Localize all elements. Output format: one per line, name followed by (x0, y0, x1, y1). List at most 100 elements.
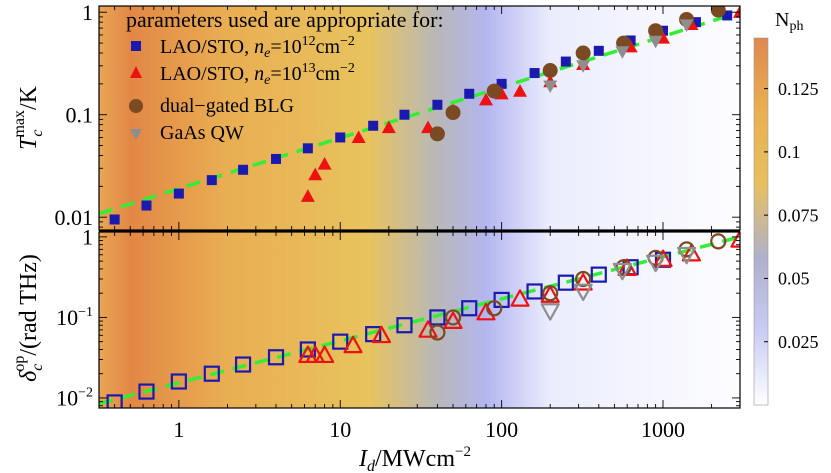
top-point-lao-sto-n-e-10-13-cm-2 (300, 189, 315, 202)
top-point-lao-sto-n-e-10-12-cm-2 (722, 10, 733, 21)
colorbar-tick-label: 0.125 (778, 79, 819, 99)
bottom-point-lao-sto-n-e-10-12-cm-2 (590, 266, 607, 283)
top-point-dual-gated-blg (710, 6, 726, 18)
top-point-lao-sto-n-e-10-12-cm-2 (496, 78, 507, 89)
colorbar-tick-label: 0.05 (778, 269, 810, 289)
bottom-point-lao-sto-n-e-10-13-cm-2 (371, 325, 392, 344)
top-y-tick-labels: 0.01 0.1 1 (55, 0, 94, 230)
bottom-point-dual-gated-blg (444, 309, 462, 326)
x-axis-label: Id/MWcm−2 (358, 444, 471, 473)
top-point-gaas-qw (615, 46, 630, 59)
x-tick-label-2: 100 (485, 417, 518, 442)
bottom-fit-dashed-line (99, 235, 740, 406)
x-tick-label-0: 1 (173, 417, 184, 442)
colorbar: 0.025 0.05 0.075 0.1 0.125 Nph (753, 9, 819, 406)
bottom-point-gaas-qw (646, 254, 666, 273)
top-point-lao-sto-n-e-10-12-cm-2 (432, 99, 443, 110)
legend-marker-lao-sto-13 (130, 66, 142, 78)
legend-entry-gaas: GaAs QW (160, 122, 244, 144)
top-point-lao-sto-n-e-10-13-cm-2 (308, 167, 323, 181)
top-point-lao-sto-n-e-10-12-cm-2 (399, 109, 410, 120)
bottom-point-dual-gated-blg (429, 324, 446, 341)
top-point-lao-sto-n-e-10-12-cm-2 (560, 56, 571, 67)
bottom-point-lao-sto-n-e-10-12-cm-2 (557, 274, 574, 291)
top-point-lao-sto-n-e-10-12-cm-2 (141, 200, 152, 211)
top-point-lao-sto-n-e-10-13-cm-2 (351, 130, 366, 144)
top-point-dual-gated-blg (429, 126, 445, 142)
bottom-y-axis-label: δcop/(rad THz) (11, 254, 46, 382)
bottom-point-lao-sto-n-e-10-13-cm-2 (681, 244, 702, 262)
top-point-lao-sto-n-e-10-12-cm-2 (690, 17, 701, 28)
bottom-point-gaas-qw (573, 283, 593, 302)
bottom-point-gaas-qw (540, 303, 560, 321)
top-point-dual-gated-blg (542, 62, 558, 78)
top-point-gaas-qw (543, 80, 558, 94)
bottom-point-lao-sto-n-e-10-13-cm-2 (343, 335, 363, 354)
bottom-point-lao-sto-n-e-10-12-cm-2 (138, 383, 155, 400)
axis-ticks (99, 6, 741, 408)
top-point-gaas-qw (679, 19, 694, 33)
top-markers (109, 6, 740, 225)
bottom-point-lao-sto-n-e-10-12-cm-2 (396, 317, 413, 334)
bottom-point-dual-gated-blg (542, 285, 559, 302)
top-point-lao-sto-n-e-10-12-cm-2 (238, 164, 249, 175)
legend-title: parameters used are appropriate for: (126, 7, 444, 32)
bottom-point-lao-sto-n-e-10-13-cm-2 (443, 311, 463, 329)
legend: parameters used are appropriate for: LAO… (126, 7, 444, 144)
top-point-lao-sto-n-e-10-13-cm-2 (317, 157, 332, 170)
colorbar-title: Nph (775, 9, 803, 34)
top-y-tick-label-0: 0.01 (55, 205, 94, 230)
legend-entry-lao-sto-12: LAO/STO, ne=1012cm−2 (160, 34, 355, 61)
bottom-point-gaas-qw (676, 246, 697, 265)
x-tick-labels: 1 10 100 1000 (173, 417, 685, 442)
bottom-point-lao-sto-n-e-10-12-cm-2 (461, 300, 478, 317)
top-point-lao-sto-n-e-10-12-cm-2 (109, 214, 120, 225)
top-point-lao-sto-n-e-10-12-cm-2 (173, 188, 184, 199)
bottom-markers (106, 232, 740, 408)
bottom-point-lao-sto-n-e-10-13-cm-2 (510, 289, 530, 307)
bottom-fit-line (99, 235, 740, 406)
top-point-lao-sto-n-e-10-12-cm-2 (271, 153, 282, 164)
top-point-dual-gated-blg (445, 105, 461, 121)
bottom-point-lao-sto-n-e-10-12-cm-2 (170, 373, 187, 390)
colorbar-tick-label: 0.1 (778, 142, 801, 162)
bottom-y-tick-label-1: 10−1 (56, 305, 93, 330)
top-point-lao-sto-n-e-10-13-cm-2 (513, 84, 528, 97)
bottom-y-tick-label-2: 1 (82, 225, 93, 250)
bottom-point-lao-sto-n-e-10-12-cm-2 (203, 365, 220, 382)
top-point-dual-gated-blg (486, 83, 502, 99)
top-point-lao-sto-n-e-10-12-cm-2 (302, 143, 313, 154)
top-point-lao-sto-n-e-10-12-cm-2 (593, 45, 604, 56)
bottom-point-lao-sto-n-e-10-12-cm-2 (332, 333, 349, 350)
colorbar-tick-label: 0.025 (778, 332, 819, 352)
x-tick-label-1: 10 (329, 417, 351, 442)
legend-marker-blg (129, 99, 143, 113)
bottom-point-dual-gated-blg (575, 270, 592, 288)
colorbar-bar (753, 37, 769, 406)
colorbar-tick-label: 0.075 (778, 205, 819, 225)
top-point-gaas-qw (648, 35, 663, 49)
bottom-point-dual-gated-blg (486, 300, 503, 317)
bottom-point-lao-sto-n-e-10-13-cm-2 (573, 273, 593, 291)
top-point-dual-gated-blg (575, 45, 591, 61)
legend-marker-lao-sto-12 (131, 41, 141, 51)
top-point-dual-gated-blg (648, 23, 664, 39)
legend-marker-gaas (130, 129, 142, 140)
top-point-lao-sto-n-e-10-13-cm-2 (478, 92, 493, 106)
bottom-point-lao-sto-n-e-10-12-cm-2 (526, 283, 543, 300)
bottom-point-lao-sto-n-e-10-12-cm-2 (267, 349, 285, 366)
top-point-lao-sto-n-e-10-12-cm-2 (464, 88, 475, 99)
bottom-point-lao-sto-n-e-10-12-cm-2 (234, 356, 252, 373)
legend-entry-lao-sto-13: LAO/STO, ne=1013cm−2 (160, 61, 355, 88)
legend-entry-blg: dual−gated BLG (160, 95, 294, 117)
top-y-tick-label-2: 1 (82, 0, 93, 25)
bottom-point-lao-sto-n-e-10-13-cm-2 (540, 285, 560, 303)
colorbar-ticks: 0.025 0.05 0.075 0.1 0.125 (764, 79, 819, 352)
top-y-tick-label-1: 0.1 (66, 102, 94, 127)
bottom-point-lao-sto-n-e-10-12-cm-2 (106, 394, 123, 408)
top-point-lao-sto-n-e-10-12-cm-2 (206, 175, 217, 186)
top-point-lao-sto-n-e-10-12-cm-2 (368, 120, 379, 131)
bottom-point-dual-gated-blg (710, 233, 727, 250)
bottom-y-tick-labels: 10−2 10−1 1 (56, 225, 93, 411)
